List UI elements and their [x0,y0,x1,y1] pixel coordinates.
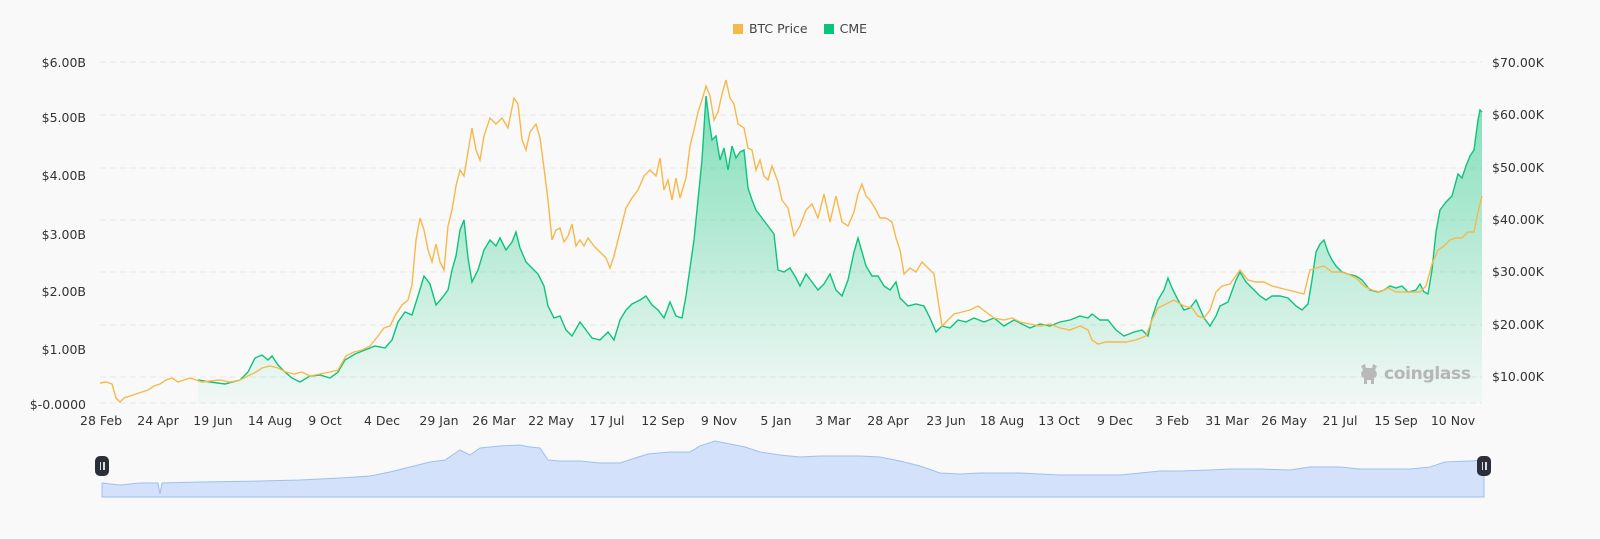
right-axis-label: $20.00K [1492,317,1544,332]
x-axis-label: 24 Apr [137,413,179,428]
btc-price-line [99,79,1483,403]
x-axis-label: 5 Jan [760,413,792,428]
x-axis-label: 15 Sep [1374,413,1418,428]
x-axis-label: 23 Jun [926,413,966,428]
legend-item-btc-price[interactable]: BTC Price [732,21,808,36]
left-axis-label: $1.00B [41,342,86,357]
x-axis-label: 12 Sep [641,413,685,428]
x-axis-label: 17 Jul [589,413,625,428]
x-axis-label: 29 Jan [419,413,459,428]
left-axis-label: $3.00B [41,227,86,242]
left-axis-label: $2.00B [41,284,86,299]
coinglass-watermark: coinglass [1358,362,1471,386]
x-axis-label: 21 Jul [1322,413,1358,428]
legend-swatch-cme [823,23,834,34]
coinglass-logo-icon [1361,364,1377,384]
x-axis-label: 4 Dec [363,413,401,428]
x-axis-label: 9 Oct [308,413,342,428]
legend-label-cme: CME [839,21,868,36]
x-axis-label: 28 Apr [867,413,909,428]
x-axis-label: 14 Aug [247,413,293,428]
watermark-text: coinglass [1384,364,1471,384]
x-axis-label: 3 Feb [1154,413,1190,428]
right-axis-label: $10.00K [1492,369,1544,384]
x-axis-label: 19 Jun [193,413,233,428]
x-axis-label: 3 Mar [815,413,851,428]
x-axis-label: 31 Mar [1205,413,1249,428]
x-axis-label: 9 Dec [1096,413,1134,428]
x-axis-label: 28 Feb [79,413,123,428]
right-axis-label: $30.00K [1492,264,1544,279]
legend-item-cme[interactable]: CME [823,21,868,36]
navigator-area [101,440,1485,498]
x-axis-label: 10 Nov [1430,413,1476,428]
x-axis-label: 9 Nov [700,413,738,428]
legend-swatch-btc [732,23,743,34]
left-axis-label: $6.00B [41,55,86,70]
left-axis-label: $4.00B [41,168,86,183]
cme-area [198,96,1482,403]
x-axis-label: 13 Oct [1038,413,1080,428]
left-axis-label: $-0.0000 [29,397,86,412]
x-axis-label: 26 Mar [472,413,516,428]
chart-legend: BTC Price CME [0,21,1600,36]
left-axis-label: $5.00B [41,110,86,125]
right-axis-label: $50.00K [1492,160,1544,175]
legend-label-btc: BTC Price [748,21,808,36]
right-axis-label: $60.00K [1492,107,1544,122]
right-axis-label: $70.00K [1492,55,1544,70]
navigator-right-handle[interactable] [1477,456,1491,476]
cme-line [197,95,1483,385]
x-axis-label: 18 Aug [979,413,1025,428]
navigator-left-handle[interactable] [95,456,109,476]
right-axis-label: $40.00K [1492,212,1544,227]
x-axis-label: 22 May [528,413,574,428]
x-axis-label: 26 May [1261,413,1307,428]
